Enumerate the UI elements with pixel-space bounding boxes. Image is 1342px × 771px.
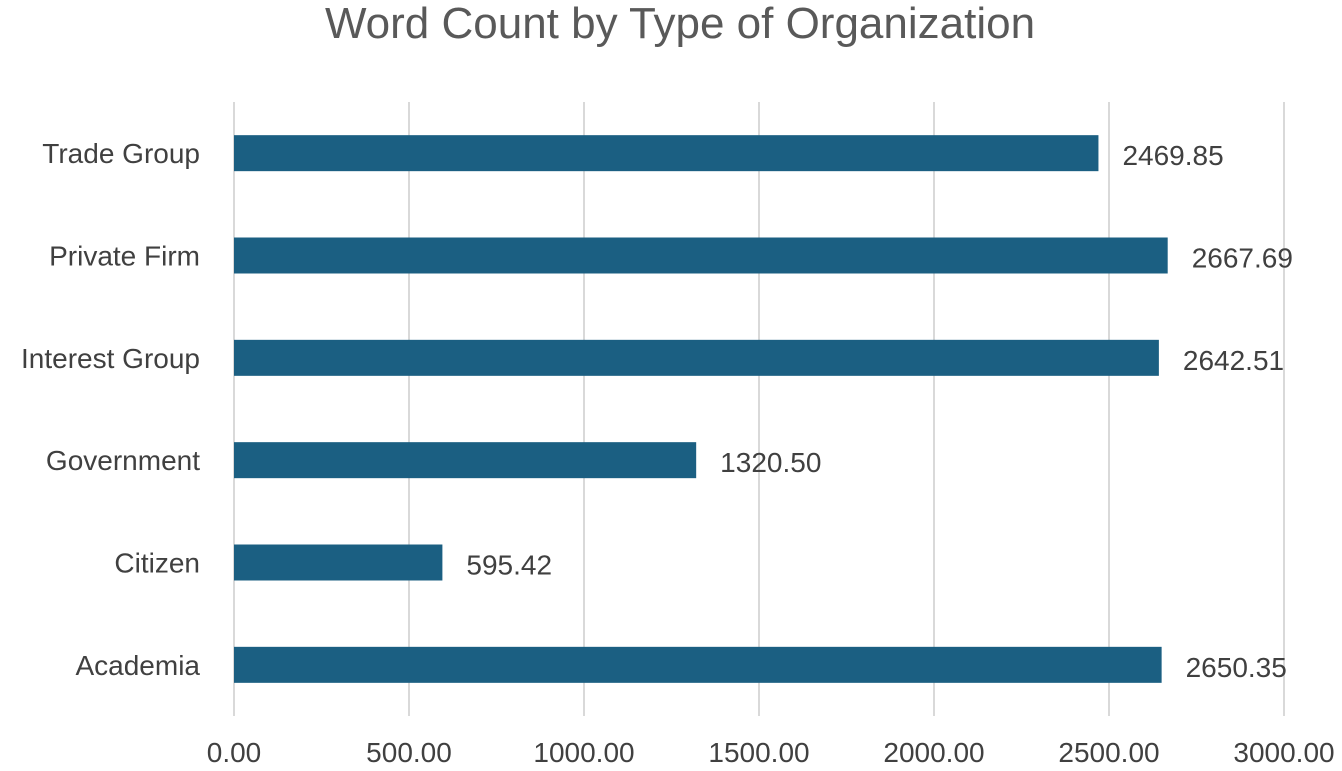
data-label: 1320.50 (720, 447, 821, 478)
data-label: 2642.51 (1183, 345, 1284, 376)
x-tick-label: 1500.00 (708, 737, 809, 768)
chart-title: Word Count by Type of Organization (324, 0, 1036, 48)
bar-trade-group (234, 135, 1099, 172)
x-tick-label: 500.00 (366, 737, 452, 768)
gridlines (233, 102, 1285, 716)
bars (234, 135, 1168, 683)
bar-citizen (234, 544, 443, 581)
category-label: Academia (75, 650, 200, 681)
x-tick-label: 2500.00 (1058, 737, 1159, 768)
category-label: Private Firm (49, 241, 200, 272)
data-label: 2469.85 (1122, 140, 1223, 171)
category-label: Government (46, 445, 200, 476)
bar-private-firm (234, 237, 1168, 274)
data-label: 2667.69 (1192, 243, 1293, 274)
x-tick-label: 2000.00 (883, 737, 984, 768)
category-label: Citizen (114, 548, 200, 579)
bar-interest-group (234, 339, 1159, 376)
x-tick-label: 0.00 (207, 737, 262, 768)
bar-government (234, 442, 697, 479)
data-label: 2650.35 (1186, 652, 1287, 683)
category-label: Trade Group (42, 138, 200, 169)
labels: 0.00 500.00 1000.00 1500.00 2000.00 2500.00 30… (21, 138, 1335, 768)
data-label: 595.42 (466, 550, 552, 581)
category-label: Interest Group (21, 343, 200, 374)
x-tick-label: 3000.00 (1233, 737, 1334, 768)
x-tick-label: 1000.00 (533, 737, 634, 768)
bar-academia (234, 646, 1162, 683)
